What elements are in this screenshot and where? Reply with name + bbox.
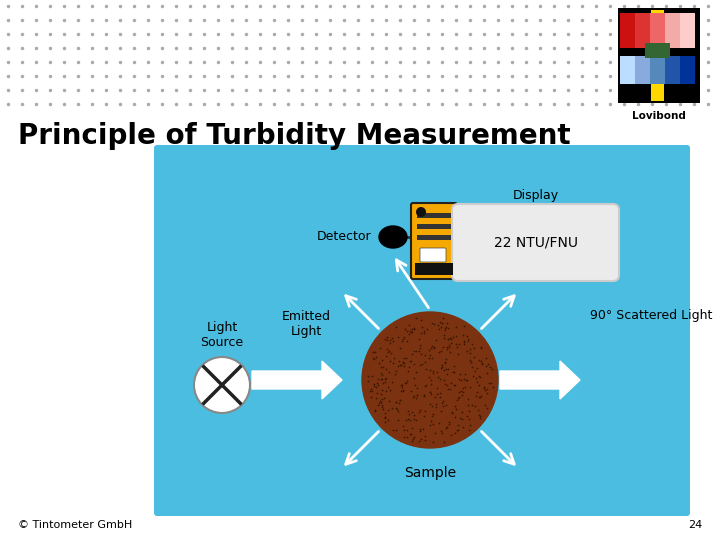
Bar	[650, 56, 665, 84]
FancyBboxPatch shape	[452, 204, 619, 281]
Text: Sample: Sample	[404, 466, 456, 480]
Bar	[620, 56, 635, 84]
Bar	[635, 56, 650, 84]
Circle shape	[362, 312, 498, 448]
Bar	[650, 13, 665, 48]
Text: 90° Scattered Light: 90° Scattered Light	[590, 308, 712, 321]
Bar	[645, 43, 670, 58]
Text: Emitted
Light: Emitted Light	[282, 310, 330, 338]
Text: © Tintometer GmbH: © Tintometer GmbH	[18, 520, 132, 530]
Text: Light
Source: Light Source	[200, 321, 243, 349]
Text: Principle of Turbidity Measurement: Principle of Turbidity Measurement	[18, 122, 571, 150]
Bar	[417, 213, 451, 218]
FancyBboxPatch shape	[411, 203, 457, 279]
Text: Display: Display	[513, 189, 559, 202]
Bar	[665, 56, 680, 84]
Text: 22 NTU/FNU: 22 NTU/FNU	[493, 235, 577, 249]
FancyArrow shape	[252, 361, 342, 399]
Bar	[620, 13, 635, 48]
FancyBboxPatch shape	[420, 248, 446, 262]
Circle shape	[194, 357, 250, 413]
Bar	[635, 13, 650, 48]
Bar	[680, 56, 695, 84]
Circle shape	[416, 207, 426, 217]
FancyBboxPatch shape	[154, 145, 690, 516]
FancyArrow shape	[500, 361, 580, 399]
Bar	[680, 13, 695, 48]
Bar	[618, 8, 700, 103]
Text: 24: 24	[688, 520, 702, 530]
Bar	[417, 235, 451, 240]
Text: Lovibond: Lovibond	[632, 111, 686, 121]
Bar	[417, 224, 451, 229]
Ellipse shape	[379, 226, 407, 248]
Text: Detector: Detector	[316, 231, 371, 244]
Bar	[415, 263, 453, 275]
Bar	[651, 10, 664, 101]
Bar	[665, 13, 680, 48]
